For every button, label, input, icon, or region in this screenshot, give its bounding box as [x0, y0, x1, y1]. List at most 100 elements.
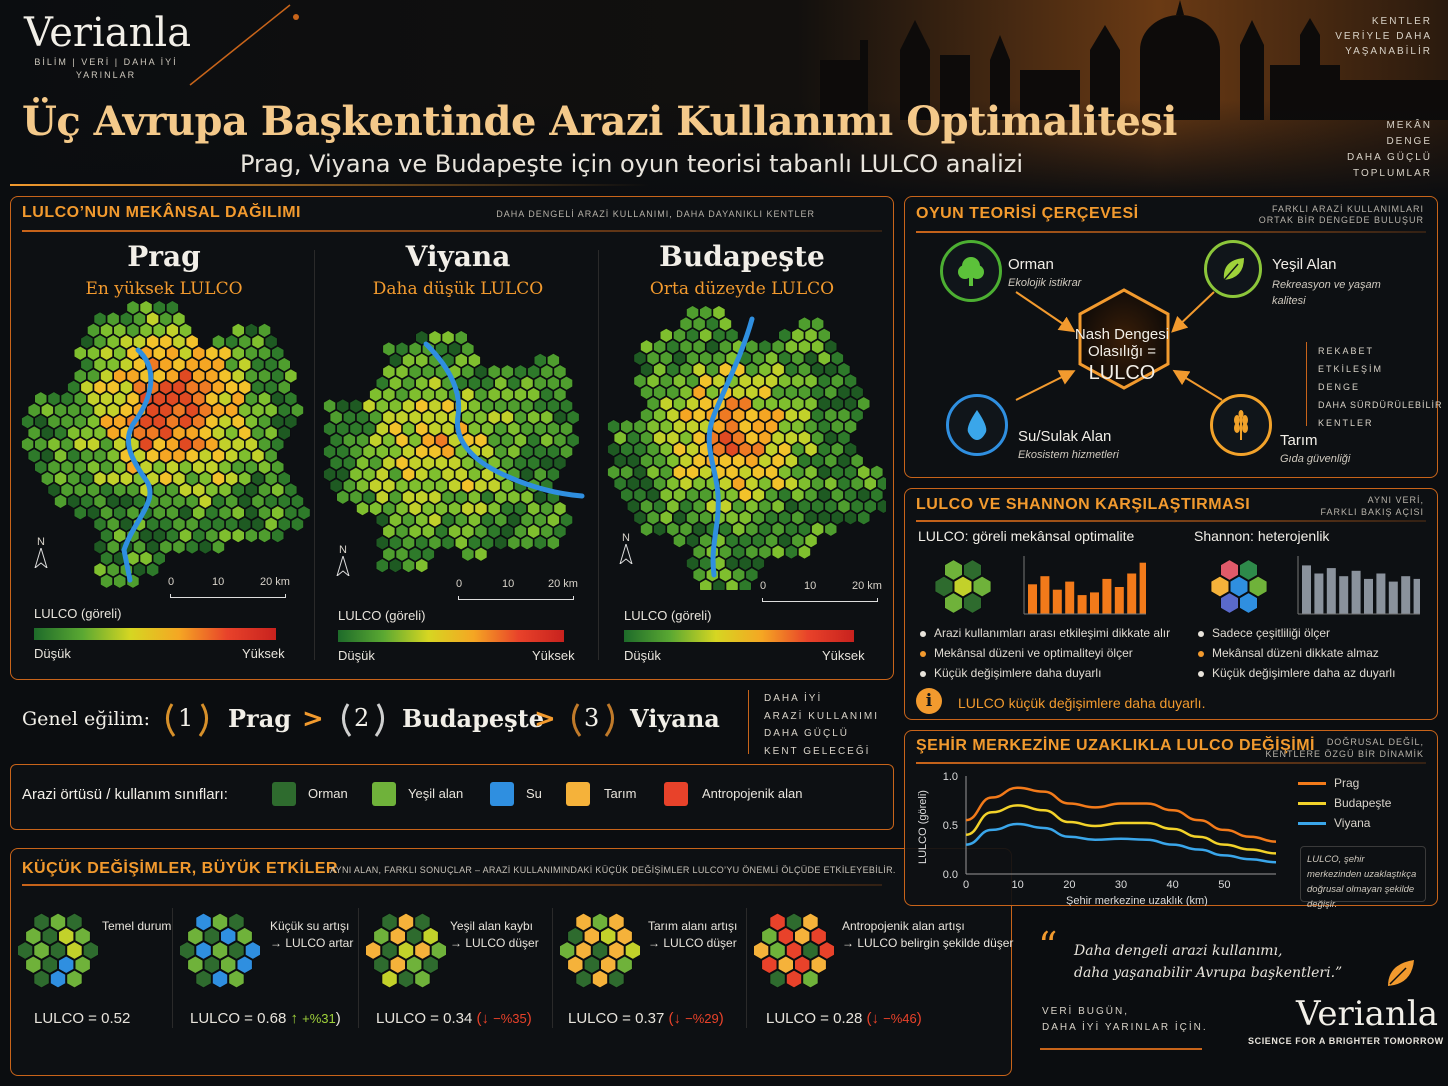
hex-cell [25, 955, 42, 975]
hex-cell [382, 432, 396, 448]
change-value-2: LULCO = 0.34 (↓ −%35) [376, 1010, 532, 1027]
hex-cell [863, 476, 877, 492]
hex-cell [113, 573, 127, 589]
node-tarim [1210, 394, 1272, 456]
hex-cell [165, 345, 179, 361]
hex-cell [679, 339, 693, 355]
hex-cell [560, 941, 576, 960]
hex-cell [745, 521, 759, 537]
hex-cell [179, 322, 193, 338]
hex-cell [244, 941, 260, 960]
hex-cell [791, 487, 805, 503]
hex-cell [428, 398, 442, 414]
hex-cell [725, 533, 739, 549]
hex-cell [60, 414, 74, 430]
hex-cell [402, 558, 416, 574]
hex-cell [761, 955, 778, 975]
bar [1077, 595, 1087, 614]
page-title: Üç Avrupa Başkentinde Arazi Kullanımı Op… [22, 98, 1178, 145]
hex-cell [106, 562, 120, 578]
hex-cell [797, 316, 811, 332]
hex-cell [231, 482, 245, 498]
bar [1376, 573, 1386, 614]
hex-cell [699, 396, 713, 412]
hex-cell [382, 501, 396, 517]
hex-cell [679, 407, 693, 423]
hex-cell [850, 498, 864, 514]
hex-cell [653, 476, 667, 492]
bar [1388, 581, 1398, 614]
hex-cell [421, 387, 435, 403]
hex-cell [507, 444, 521, 460]
hex-cell [47, 414, 61, 430]
hex-cell [382, 523, 396, 539]
hex-cell [640, 384, 654, 400]
hex-cell [152, 505, 166, 521]
hex-cell [74, 955, 91, 975]
hex-cell [414, 969, 431, 989]
hex-cell [474, 432, 488, 448]
trend-separator: > [534, 704, 556, 734]
hex-cell [100, 505, 114, 521]
hex-cell [507, 398, 521, 414]
hex-cell [428, 535, 442, 551]
hex-cell [93, 516, 107, 532]
hex-cell [765, 464, 779, 480]
node-su [946, 394, 1008, 456]
class-yesil-alan: Yeşil alan [372, 782, 492, 806]
hex-cell [507, 535, 521, 551]
hex-cell [119, 334, 133, 350]
hex-cell [659, 419, 673, 435]
hex-cell [395, 523, 409, 539]
class-antropojenik: Antropojenik alan [664, 782, 844, 806]
hex-cell [225, 493, 239, 509]
hex-cell [225, 402, 239, 418]
hex-cell [205, 505, 219, 521]
distance-title: ŞEHİR MERKEZİNE UZAKLIKLA LULCO DEĞİŞİMİ [916, 737, 1315, 754]
hex-cell [244, 528, 258, 544]
hex-cell [106, 311, 120, 327]
hex-cell [244, 459, 258, 475]
city-header-budapeste: Budapeşte Orta düzeyde LULCO [602, 240, 882, 299]
hex-cell [640, 430, 654, 446]
hex-cell [349, 398, 363, 414]
hex-cell [804, 441, 818, 457]
hex-cell [520, 421, 534, 437]
hex-cell [659, 350, 673, 366]
rank-2: 2 Budapeşte [338, 698, 544, 742]
hex-cell [369, 455, 383, 471]
hex-cell [520, 535, 534, 551]
hex-cell [67, 402, 81, 418]
hex-cell [857, 510, 871, 526]
hex-cell [626, 430, 640, 446]
hex-cell [185, 448, 199, 464]
hex-cell [271, 505, 285, 521]
hex-cell [546, 398, 560, 414]
hex-cell [751, 510, 765, 526]
hex-cell [244, 505, 258, 521]
hex-cell [725, 396, 739, 412]
hex-cell [553, 387, 567, 403]
hex-cell [771, 362, 785, 378]
hex-cell [546, 375, 560, 391]
hex-cell [258, 345, 272, 361]
hex-cell [408, 387, 422, 403]
hex-cell [666, 339, 680, 355]
wheat-icon [1234, 410, 1248, 440]
hex-cell [165, 528, 179, 544]
hex-cell [467, 535, 481, 551]
hex-cell [49, 941, 67, 960]
hex-cell [646, 419, 660, 435]
series-line-prag [965, 786, 1277, 843]
hex-cell [672, 487, 686, 503]
hex-cell [758, 430, 772, 446]
hex-cell [402, 466, 416, 482]
lulco-legend-budapeste: LULCO (göreli) Düşük Yüksek [624, 608, 865, 663]
hex-cell [474, 387, 488, 403]
hex-cell [646, 487, 660, 503]
hex-cell [844, 396, 858, 412]
compare-note: LULCO küçük değişimlere daha duyarlı. [958, 695, 1206, 711]
hex-cell [850, 407, 864, 423]
hex-cell [672, 350, 686, 366]
hex-cell [633, 441, 647, 457]
